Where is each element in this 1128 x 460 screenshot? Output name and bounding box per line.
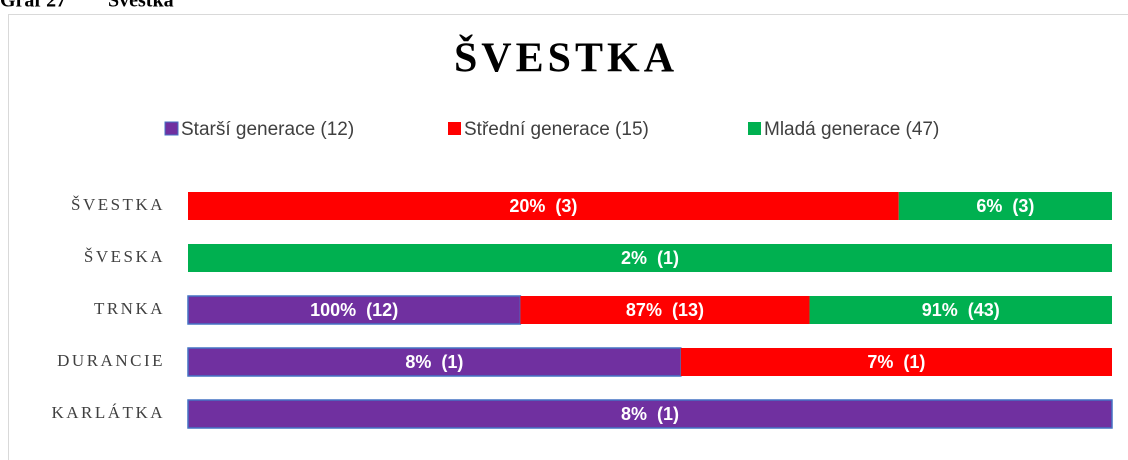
bar-segment [187, 399, 1113, 429]
legend-swatch [164, 121, 179, 136]
bar-segment [680, 348, 1112, 376]
legend-swatch [748, 122, 761, 135]
data-label: 87% (13) [626, 300, 704, 320]
y-tick-label: ŠVESKA [84, 247, 165, 266]
data-label: 8% (1) [405, 352, 463, 372]
data-label: 7% (1) [867, 352, 925, 372]
bar-segment [187, 347, 682, 377]
y-tick-label: DURANCIE [57, 351, 165, 370]
bar-segment [187, 295, 522, 325]
data-label: 91% (43) [922, 300, 1000, 320]
caption-label: Graf 27 [0, 0, 66, 12]
data-label: 8% (1) [621, 404, 679, 424]
data-label: 100% (12) [310, 300, 398, 320]
legend-swatch [448, 122, 461, 135]
data-label: 2% (1) [621, 248, 679, 268]
bar-segment [520, 296, 810, 324]
legend-label: Mladá generace (47) [764, 119, 939, 140]
bar-segment [188, 244, 1112, 272]
caption-title: Švestka [108, 0, 174, 12]
data-label: 6% (3) [976, 196, 1034, 216]
chart-title: ŠVESTKA [454, 34, 678, 82]
legend-label: Střední generace (15) [464, 119, 649, 140]
data-label: 20% (3) [509, 196, 577, 216]
bar-segment [809, 296, 1112, 324]
y-tick-label: ŠVESTKA [71, 195, 165, 214]
bar-segment [898, 192, 1112, 220]
legend-label: Starší generace (12) [181, 119, 354, 140]
chart-frame [8, 14, 1128, 460]
y-tick-label: KARLÁTKA [52, 403, 166, 422]
bar-segment [188, 192, 899, 220]
y-tick-label: TRNKA [94, 299, 165, 318]
